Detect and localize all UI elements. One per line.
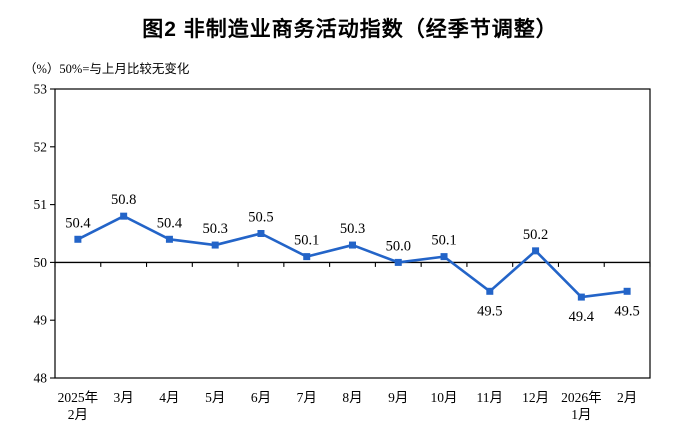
data-point xyxy=(623,287,631,295)
svg-text:9月: 9月 xyxy=(388,390,408,405)
svg-text:50.8: 50.8 xyxy=(111,192,136,208)
svg-text:50.5: 50.5 xyxy=(248,210,273,226)
svg-text:8月: 8月 xyxy=(342,390,362,405)
svg-text:6月: 6月 xyxy=(251,390,271,405)
svg-text:50.2: 50.2 xyxy=(523,227,548,243)
svg-text:2025年: 2025年 xyxy=(58,390,99,405)
svg-text:48: 48 xyxy=(34,371,48,386)
svg-text:51: 51 xyxy=(34,197,48,212)
svg-text:50: 50 xyxy=(34,255,48,270)
svg-text:10月: 10月 xyxy=(431,390,458,405)
data-point-markers xyxy=(74,212,631,301)
svg-text:7月: 7月 xyxy=(297,390,317,405)
svg-text:3月: 3月 xyxy=(114,390,134,405)
svg-text:49: 49 xyxy=(34,313,48,328)
data-point xyxy=(211,241,219,249)
data-point xyxy=(486,287,494,295)
data-labels: 50.4 50.8 50.4 50.3 50.5 50.1 50.3 50.0 50.1 49.5… xyxy=(65,192,640,325)
svg-text:50.0: 50.0 xyxy=(386,238,411,254)
svg-text:1月: 1月 xyxy=(571,407,591,422)
data-point xyxy=(577,293,585,301)
data-point xyxy=(532,247,540,255)
data-point xyxy=(440,253,448,261)
data-point xyxy=(349,241,356,249)
svg-text:2月: 2月 xyxy=(68,407,88,422)
svg-text:49.4: 49.4 xyxy=(569,309,595,325)
reference-line-50 xyxy=(54,261,651,267)
x-axis-labels: 2025年 2月 3月 4月 5月 6月 7月 8月 9月 10月 11月 12月 2026年 1月 2月 xyxy=(58,390,638,422)
y-axis-unit-note: （%）50%=与上月比较无变化 xyxy=(24,62,190,76)
data-point xyxy=(394,258,402,266)
svg-text:50.1: 50.1 xyxy=(431,233,456,249)
svg-text:49.5: 49.5 xyxy=(477,303,502,319)
svg-text:50.4: 50.4 xyxy=(157,215,183,231)
svg-text:50.4: 50.4 xyxy=(65,215,91,231)
plot-frame xyxy=(54,88,651,379)
svg-text:50.3: 50.3 xyxy=(203,221,228,237)
svg-text:4月: 4月 xyxy=(159,390,179,405)
data-point xyxy=(303,253,311,261)
svg-text:12月: 12月 xyxy=(522,390,549,405)
svg-text:53: 53 xyxy=(34,82,48,97)
data-point xyxy=(257,230,265,237)
svg-text:2月: 2月 xyxy=(617,390,637,405)
svg-text:52: 52 xyxy=(34,139,48,154)
svg-text:5月: 5月 xyxy=(205,390,225,405)
svg-text:50.3: 50.3 xyxy=(340,221,365,237)
chart-title: 图2 非制造业商务活动指数（经季节调整） xyxy=(142,18,558,41)
data-point xyxy=(120,212,128,220)
svg-text:49.5: 49.5 xyxy=(614,303,639,319)
data-point xyxy=(165,235,173,243)
data-point xyxy=(74,235,82,243)
svg-text:50.1: 50.1 xyxy=(294,233,319,249)
y-axis: 53 52 51 50 49 48 xyxy=(34,82,55,386)
svg-text:11月: 11月 xyxy=(477,390,504,405)
svg-text:2026年: 2026年 xyxy=(561,390,602,405)
